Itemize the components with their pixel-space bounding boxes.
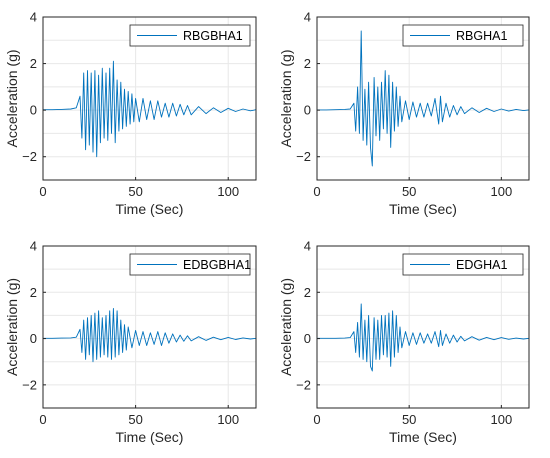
y-tick-label: 2 (304, 56, 311, 71)
x-tick-label: 100 (217, 184, 239, 199)
y-tick-label: 0 (304, 103, 311, 118)
y-tick-label: 4 (30, 10, 37, 25)
x-tick-label: 50 (128, 412, 142, 427)
y-tick-label: 2 (30, 56, 37, 71)
x-tick-label: 0 (39, 412, 46, 427)
legend-label: RBGHA1 (456, 29, 507, 43)
y-axis-label: Acceleration (g) (278, 49, 294, 147)
y-tick-label: 2 (304, 285, 311, 300)
y-tick-label: −2 (22, 377, 37, 392)
x-tick-label: 50 (128, 184, 142, 199)
y-tick-label: −2 (296, 377, 311, 392)
x-tick-label: 0 (313, 412, 320, 427)
y-tick-label: 4 (30, 239, 37, 254)
y-axis-label: Acceleration (g) (278, 278, 294, 376)
y-tick-label: 4 (304, 10, 311, 25)
chart-panel-2: −2 0 2 4 0 50 100 Time (Sec) Acceleration (g) RBG… (278, 10, 530, 217)
y-tick-label: 4 (304, 239, 311, 254)
plot-area-frame (42, 16, 257, 181)
series-line-1 (317, 303, 530, 372)
y-tick-label: −2 (22, 149, 37, 164)
plot-area-frame (42, 245, 257, 409)
x-axis-label: Time (Sec) (389, 429, 457, 445)
x-tick-label: 100 (217, 412, 239, 427)
chart-panel-3: −2 0 2 4 0 50 100 Time (Sec) Acceleration (g) EDB… (4, 239, 257, 445)
legend: EDGHA1 (402, 253, 524, 276)
x-tick-label: 50 (402, 412, 416, 427)
series-line-1 (317, 30, 530, 167)
chart-panel-1: −2 0 2 4 0 50 100 Time (Sec) Acceleration (g) RBG… (4, 10, 257, 217)
series-line-1 (43, 308, 257, 363)
chart-panel-4: −2 0 2 4 0 50 100 Time (Sec) Acceleration (g) EDG… (278, 239, 530, 445)
x-tick-label: 0 (313, 184, 320, 199)
plot-area-frame (316, 245, 530, 409)
series-line-1 (43, 60, 257, 158)
legend-box (129, 253, 251, 276)
y-tick-label: 0 (30, 331, 37, 346)
y-tick-label: 0 (30, 103, 37, 118)
x-tick-label: 100 (490, 412, 512, 427)
y-axis-label: Acceleration (g) (4, 49, 20, 147)
legend-box (402, 24, 524, 47)
x-axis-label: Time (Sec) (116, 429, 184, 445)
legend: RBGHA1 (402, 24, 524, 47)
legend-label: EDGHA1 (456, 258, 507, 272)
y-tick-label: 0 (304, 331, 311, 346)
y-tick-label: −2 (296, 149, 311, 164)
x-tick-label: 50 (402, 184, 416, 199)
legend-label: EDBGBHA1 (183, 258, 251, 272)
y-tick-label: 2 (30, 285, 37, 300)
legend-box (129, 24, 251, 47)
x-axis-label: Time (Sec) (389, 201, 457, 217)
legend-box (402, 253, 524, 276)
y-axis-label: Acceleration (g) (4, 278, 20, 376)
x-axis-label: Time (Sec) (116, 201, 184, 217)
plot-area-frame (316, 16, 530, 181)
legend: RBGBHA1 (129, 24, 251, 47)
legend: EDBGBHA1 (129, 253, 251, 276)
legend-label: RBGBHA1 (183, 29, 243, 43)
x-tick-label: 0 (39, 184, 46, 199)
x-tick-label: 100 (490, 184, 512, 199)
